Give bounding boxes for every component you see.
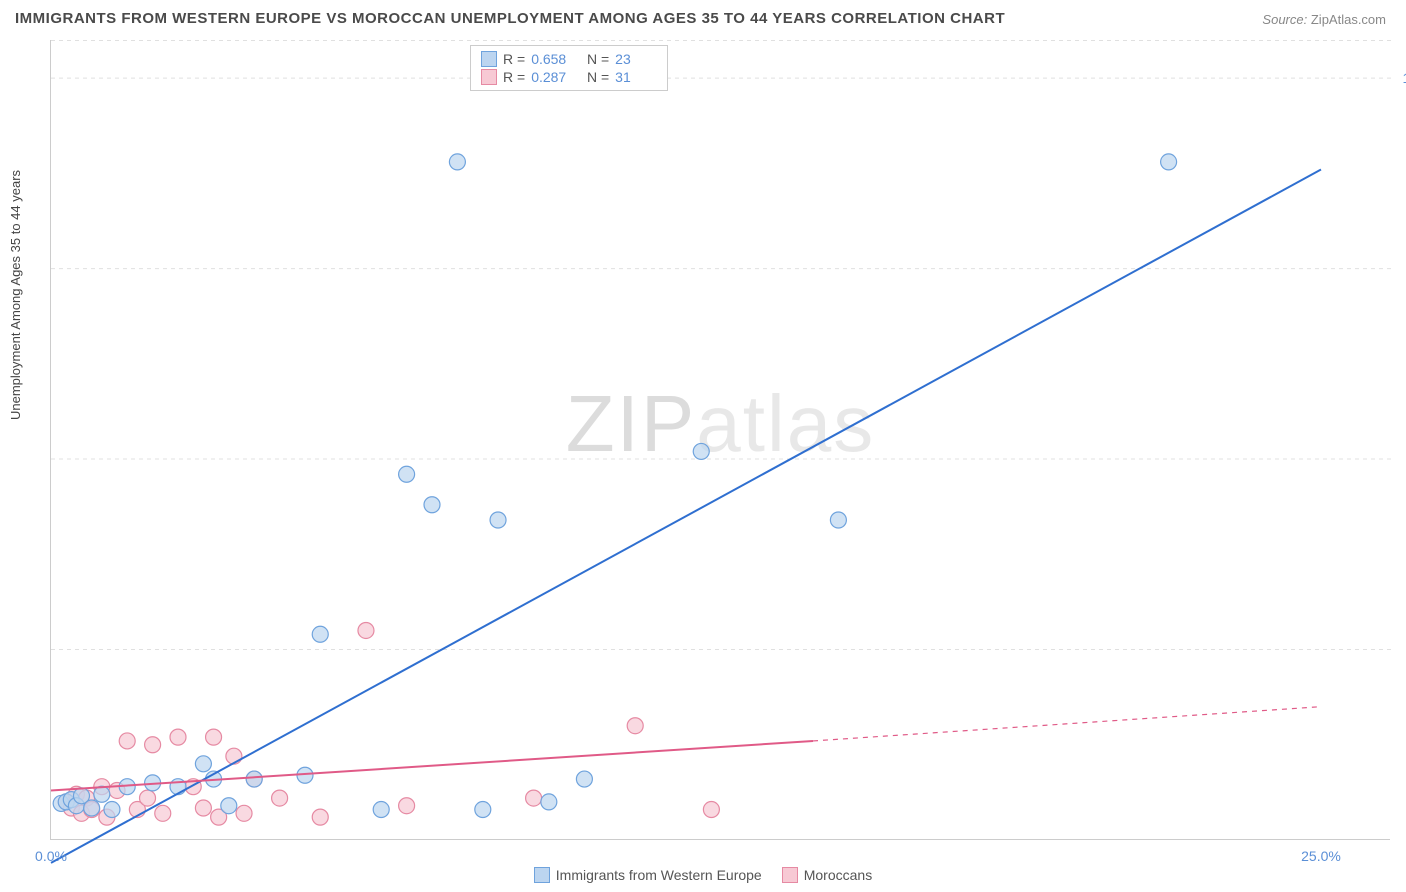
legend-n-label: N = bbox=[579, 51, 609, 67]
legend-n-label: N = bbox=[579, 69, 609, 85]
x-tick-label: 25.0% bbox=[1301, 848, 1341, 864]
legend-series-label: Immigrants from Western Europe bbox=[556, 867, 762, 883]
scatter-plot: ZIPatlas 25.0%50.0%75.0%100.0%0.0%25.0% bbox=[50, 40, 1390, 840]
source-value: ZipAtlas.com bbox=[1311, 12, 1386, 27]
legend-series-item: Immigrants from Western Europe bbox=[534, 867, 762, 883]
y-axis-label: Unemployment Among Ages 35 to 44 years bbox=[8, 170, 23, 420]
legend-series: Immigrants from Western Europe Moroccans bbox=[0, 867, 1406, 886]
legend-swatch bbox=[534, 867, 550, 883]
legend-n-value: 31 bbox=[615, 69, 657, 85]
x-tick-label: 0.0% bbox=[35, 848, 67, 864]
legend-correlation: R = 0.658 N = 23 R = 0.287 N = 31 bbox=[470, 45, 668, 91]
legend-series-label: Moroccans bbox=[804, 867, 872, 883]
chart-svg bbox=[51, 40, 1390, 839]
legend-swatch bbox=[782, 867, 798, 883]
legend-swatch bbox=[481, 69, 497, 85]
legend-r-label: R = bbox=[503, 69, 525, 85]
legend-r-value: 0.658 bbox=[531, 51, 573, 67]
source-label: Source: bbox=[1262, 12, 1307, 27]
legend-r-label: R = bbox=[503, 51, 525, 67]
legend-series-item: Moroccans bbox=[782, 867, 872, 883]
legend-r-value: 0.287 bbox=[531, 69, 573, 85]
chart-title: IMMIGRANTS FROM WESTERN EUROPE VS MOROCC… bbox=[15, 10, 1005, 27]
y-tick-label: 100.0% bbox=[1403, 70, 1406, 86]
legend-correlation-row: R = 0.658 N = 23 bbox=[481, 50, 657, 68]
legend-correlation-row: R = 0.287 N = 31 bbox=[481, 68, 657, 86]
legend-swatch bbox=[481, 51, 497, 67]
source-attribution: Source: ZipAtlas.com bbox=[1262, 12, 1386, 27]
legend-n-value: 23 bbox=[615, 51, 657, 67]
